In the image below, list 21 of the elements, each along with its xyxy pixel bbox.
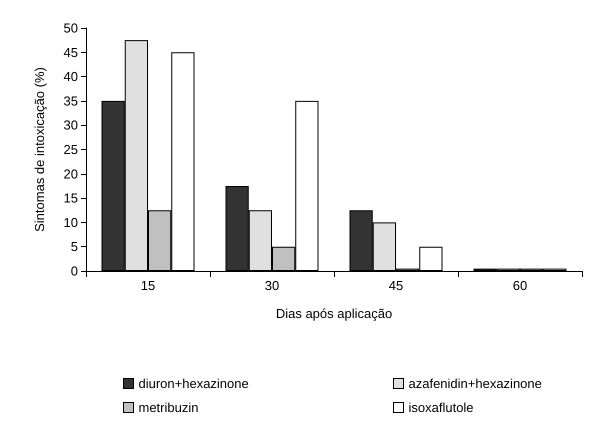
legend-label: azafenidin+hexazinone [408,376,542,391]
y-tick-label: 10 [64,214,78,230]
x-tick-label: 15 [140,278,156,293]
legend-label: diuron+hexazinone [138,376,249,391]
y-tick-label: 20 [64,166,78,182]
x-axis-title: Dias após aplicação [276,306,392,321]
x-tick-label: 30 [264,278,280,293]
y-tick-label: 0 [70,264,78,278]
legend-label: isoxaflutole [408,400,474,415]
y-tick-label: 50 [64,20,78,36]
x-tick-label: 60 [512,278,528,293]
y-tick-label: 30 [64,118,78,133]
x-tick-label: 45 [388,278,404,293]
y-axis-title: Sintomas de intoxicação (%) [32,67,47,232]
y-tick-label: 45 [64,44,78,60]
legend-label: metribuzin [138,400,198,415]
y-tick-label: 5 [70,239,78,254]
y-tick-label: 15 [64,190,78,206]
y-tick-label: 35 [64,93,78,108]
y-tick-label: 25 [64,142,78,157]
y-tick-label: 40 [64,69,78,84]
